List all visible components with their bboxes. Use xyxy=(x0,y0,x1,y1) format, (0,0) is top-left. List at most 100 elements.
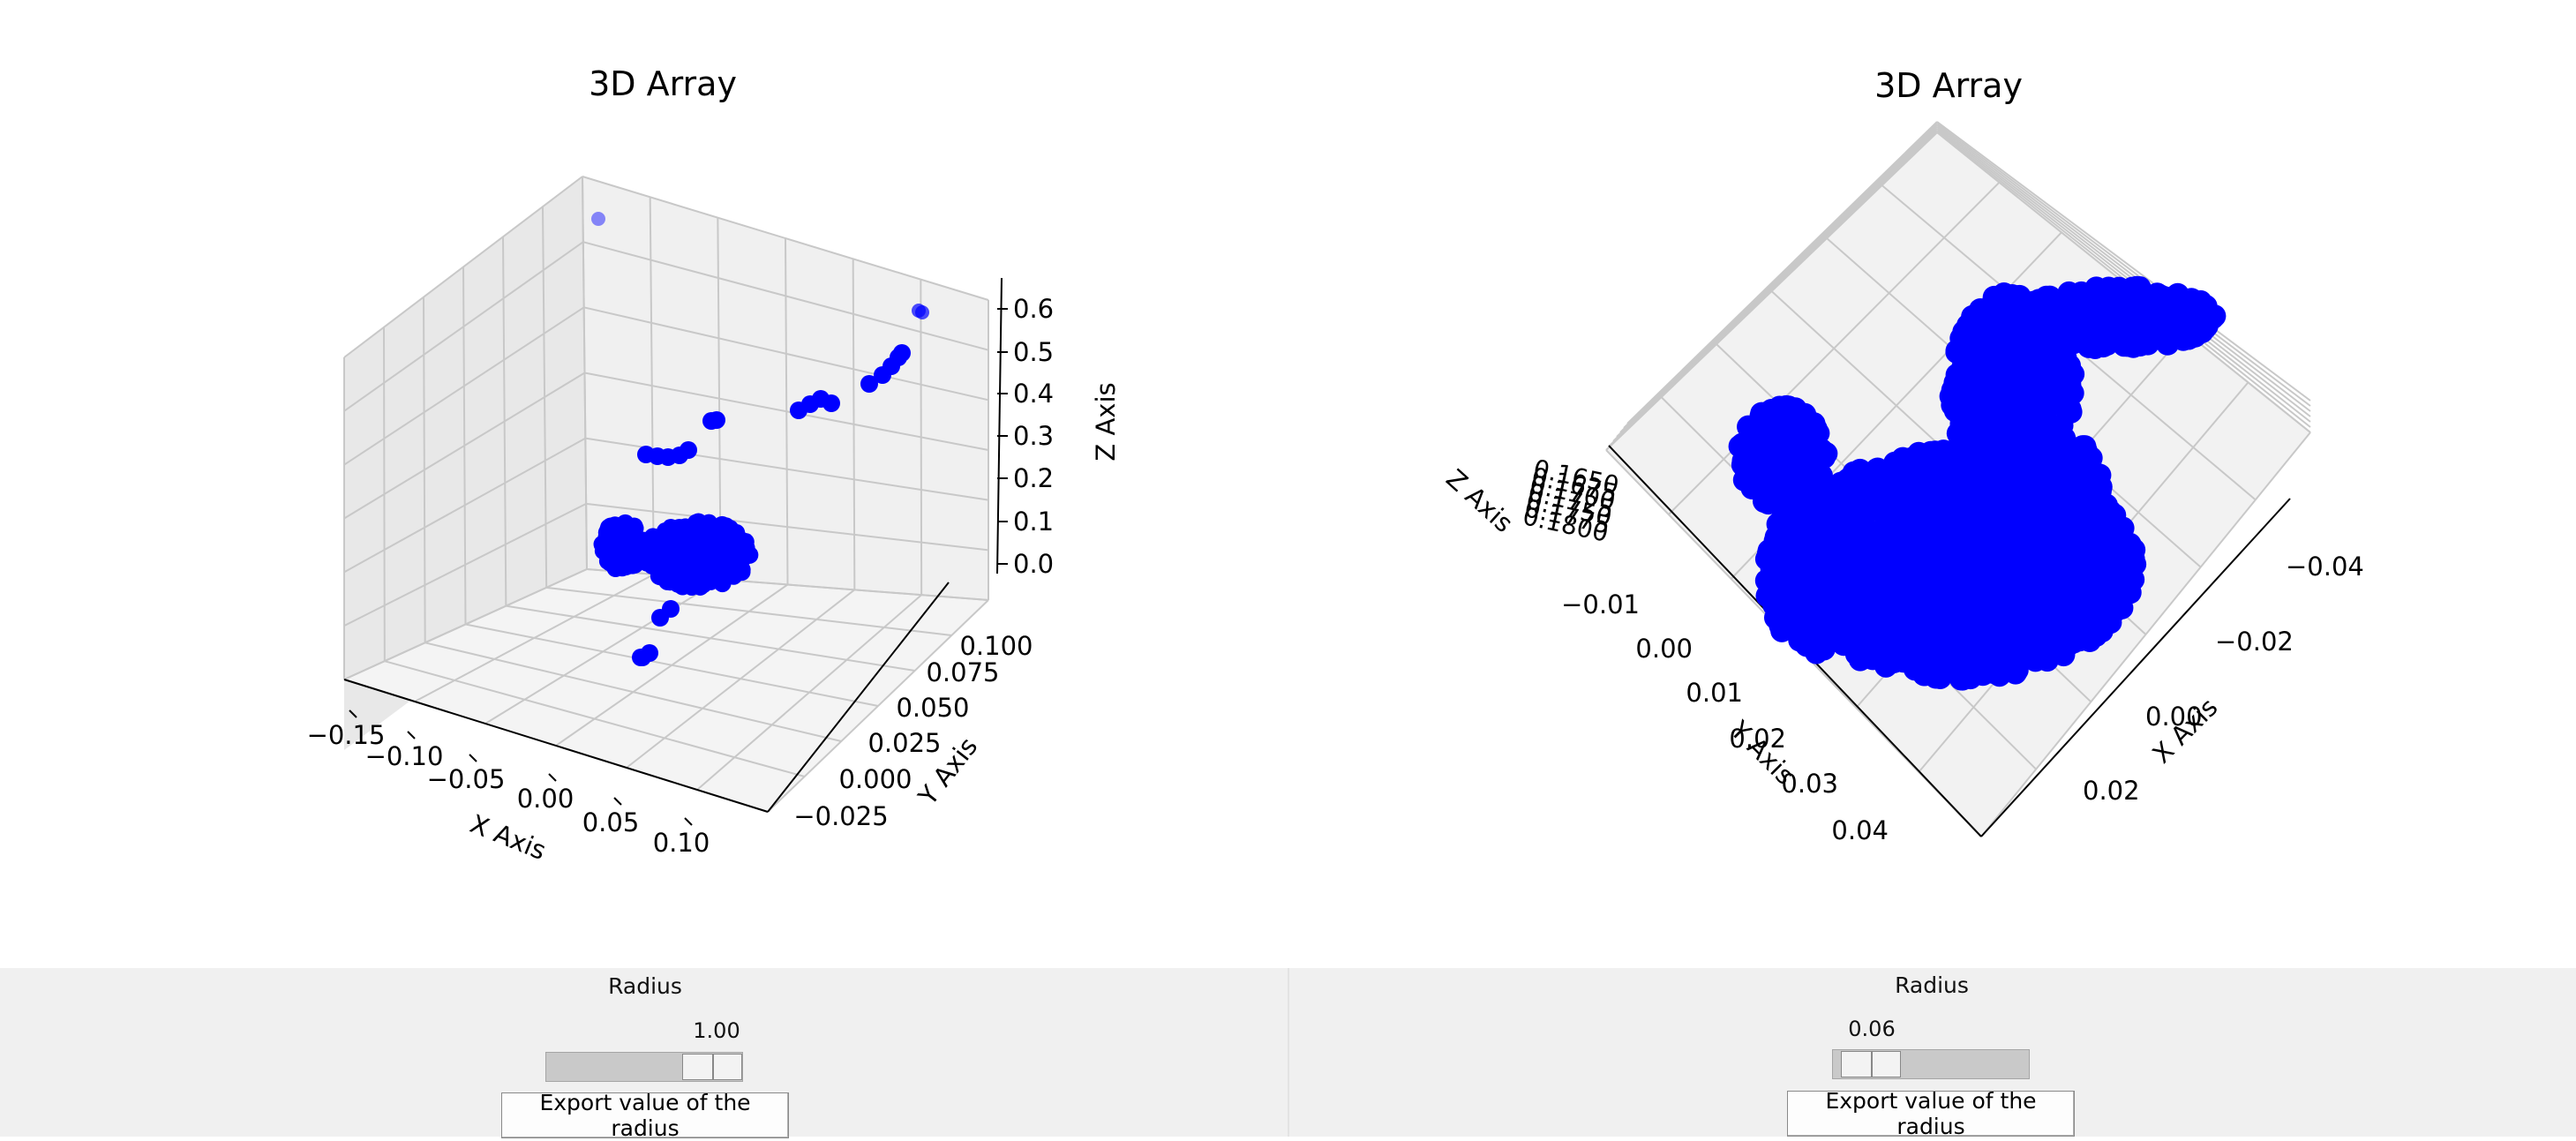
data-point xyxy=(1961,412,1985,436)
data-point xyxy=(1771,430,1795,454)
data-point xyxy=(1956,531,1979,555)
data-point xyxy=(1895,521,1919,544)
left-slider-value: 1.00 xyxy=(693,1018,740,1043)
left-x-tick-label: 0.05 xyxy=(582,807,640,837)
data-point xyxy=(1803,621,1827,645)
left-outlier-right xyxy=(912,304,929,319)
data-point xyxy=(661,538,680,557)
data-point xyxy=(1825,541,1849,565)
left-outlier-low xyxy=(632,649,650,666)
data-point xyxy=(1882,638,1906,662)
right-grid-line xyxy=(1936,128,2311,423)
right-x-tick-label: −0.02 xyxy=(2215,627,2294,657)
right-y-tick-label: 0.03 xyxy=(1781,769,1838,799)
plot-area: 3D Array−0.15−0.10−0.050.000.050.10X Axi… xyxy=(307,64,2364,866)
right-radius-slider[interactable] xyxy=(1832,1049,2030,1079)
data-point xyxy=(2094,493,2118,517)
right-grid-line xyxy=(1936,123,2311,407)
data-point xyxy=(2004,502,2028,526)
left-radius-slider[interactable] xyxy=(545,1052,743,1082)
left-outlier-top xyxy=(591,212,605,226)
data-point xyxy=(2070,469,2094,492)
right-slider-thumb[interactable] xyxy=(1841,1051,1901,1077)
right-index-finger xyxy=(1939,281,2085,495)
data-point xyxy=(708,411,725,429)
data-point xyxy=(1981,660,2005,684)
data-point xyxy=(2010,451,2034,475)
data-point xyxy=(1911,493,1934,517)
data-point xyxy=(1782,515,1806,539)
data-point xyxy=(680,441,697,459)
data-point xyxy=(1829,569,1852,593)
data-point xyxy=(737,538,755,557)
data-point xyxy=(1931,475,1955,499)
left-x-tick-label: 0.00 xyxy=(517,784,575,814)
right-control-panel: Radius 0.06 Export value of the radius xyxy=(1289,968,2576,1139)
data-point xyxy=(1920,529,1944,553)
data-point xyxy=(618,557,636,575)
data-point xyxy=(1746,423,1770,447)
left-y-tick-label: 0.050 xyxy=(896,693,969,723)
data-point xyxy=(2121,566,2144,589)
left-z-tick-label: 0.0 xyxy=(1013,549,1054,579)
data-point xyxy=(1777,586,1801,610)
left-x-tick-label: −0.10 xyxy=(365,741,444,771)
left-grid-line xyxy=(586,502,989,552)
data-point xyxy=(662,600,680,618)
data-point xyxy=(1808,468,1832,492)
data-point xyxy=(637,446,655,463)
left-pane-floor xyxy=(344,569,988,812)
right-slider-value: 0.06 xyxy=(1848,1017,1896,1041)
left-slider-thumb[interactable] xyxy=(682,1054,742,1080)
left-z-tick-label: 0.6 xyxy=(1013,294,1054,324)
data-point xyxy=(1878,582,1902,606)
right-chart-title: 3D Array xyxy=(1874,66,2023,105)
data-point xyxy=(2014,568,2038,592)
data-point xyxy=(709,559,727,577)
data-point xyxy=(632,649,650,666)
left-radius-label: Radius xyxy=(608,973,682,999)
left-x-tick xyxy=(349,709,357,718)
left-grid-line xyxy=(343,306,585,466)
left-z-tick-label: 0.3 xyxy=(1013,421,1054,451)
data-point xyxy=(1809,510,1833,534)
data-point xyxy=(610,522,628,541)
data-point xyxy=(1832,492,1856,516)
left-grid-line xyxy=(384,660,805,777)
left-z-tick-label: 0.2 xyxy=(1013,463,1054,493)
data-point xyxy=(893,344,911,362)
data-point xyxy=(1944,653,1968,677)
data-point xyxy=(1804,417,1828,441)
data-point xyxy=(1981,510,2005,534)
left-x-tick xyxy=(469,754,477,762)
left-y-tick-label: −0.025 xyxy=(793,801,888,831)
data-point xyxy=(1871,479,1895,503)
data-point xyxy=(598,552,617,570)
left-export-radius-button[interactable]: Export value of the radius xyxy=(501,1090,789,1141)
left-z-axis-label: Z Axis xyxy=(1091,382,1121,461)
panel-divider xyxy=(1288,968,1289,1137)
data-point xyxy=(1746,439,1770,463)
data-point xyxy=(691,559,710,577)
data-point xyxy=(1774,394,1798,418)
right-grid-line xyxy=(1936,126,2311,417)
data-point xyxy=(2039,626,2062,649)
data-point xyxy=(690,544,709,563)
right-y-tick-label: 0.02 xyxy=(1729,724,1786,754)
data-point xyxy=(2107,594,2131,618)
data-point xyxy=(1928,665,1952,689)
data-point xyxy=(1836,596,1859,619)
left-grid-line xyxy=(343,437,586,574)
data-point xyxy=(1919,452,1942,476)
data-point xyxy=(1904,620,1928,644)
data-point xyxy=(675,529,694,547)
right-x-tick-label: −0.04 xyxy=(2286,552,2364,582)
left-x-axis-line xyxy=(343,679,769,813)
left-line-seg-4 xyxy=(860,344,911,393)
data-point xyxy=(1932,593,1956,617)
right-grid-line xyxy=(1936,121,2311,402)
right-export-radius-button[interactable]: Export value of the radius xyxy=(1787,1088,2075,1139)
left-grid-line xyxy=(343,372,586,520)
data-point xyxy=(1854,646,1878,670)
data-point xyxy=(689,529,708,548)
